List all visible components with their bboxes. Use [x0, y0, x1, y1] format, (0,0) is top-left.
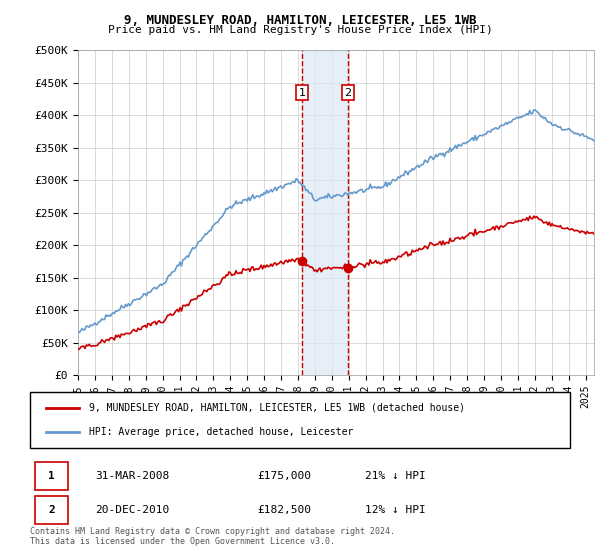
Text: 9, MUNDESLEY ROAD, HAMILTON, LEICESTER, LE5 1WB: 9, MUNDESLEY ROAD, HAMILTON, LEICESTER, …: [124, 14, 476, 27]
Text: £182,500: £182,500: [257, 505, 311, 515]
Text: HPI: Average price, detached house, Leicester: HPI: Average price, detached house, Leic…: [89, 427, 354, 437]
Text: 1: 1: [299, 87, 305, 97]
Text: Price paid vs. HM Land Registry's House Price Index (HPI): Price paid vs. HM Land Registry's House …: [107, 25, 493, 35]
Text: 12% ↓ HPI: 12% ↓ HPI: [365, 505, 425, 515]
Text: 20-DEC-2010: 20-DEC-2010: [95, 505, 169, 515]
FancyBboxPatch shape: [35, 461, 68, 491]
Text: 21% ↓ HPI: 21% ↓ HPI: [365, 471, 425, 481]
Text: 1: 1: [48, 471, 55, 481]
FancyBboxPatch shape: [30, 392, 570, 448]
Text: 31-MAR-2008: 31-MAR-2008: [95, 471, 169, 481]
FancyBboxPatch shape: [35, 496, 68, 524]
Text: 9, MUNDESLEY ROAD, HAMILTON, LEICESTER, LE5 1WB (detached house): 9, MUNDESLEY ROAD, HAMILTON, LEICESTER, …: [89, 403, 466, 413]
Text: 2: 2: [48, 505, 55, 515]
Bar: [302, 50, 348, 375]
Text: 2: 2: [344, 87, 352, 97]
Text: £175,000: £175,000: [257, 471, 311, 481]
Text: Contains HM Land Registry data © Crown copyright and database right 2024.
This d: Contains HM Land Registry data © Crown c…: [30, 526, 395, 546]
